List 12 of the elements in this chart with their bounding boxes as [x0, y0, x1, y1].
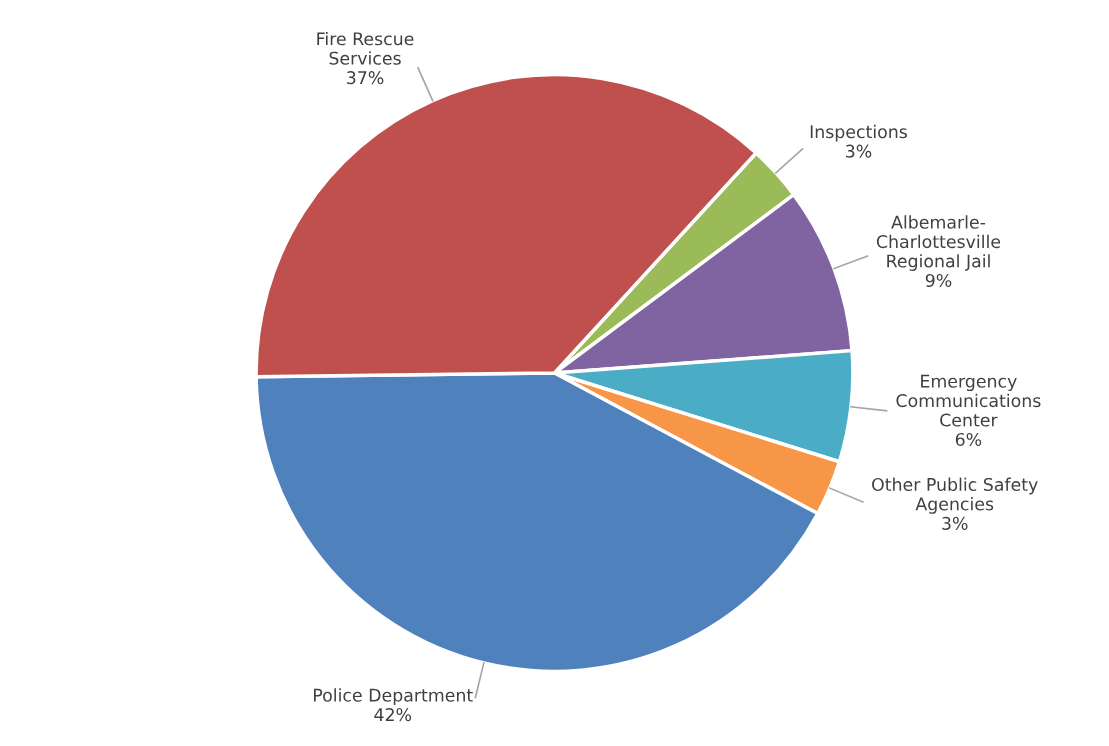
- data-label: 6%: [955, 432, 982, 447]
- slice-label: Police Department: [314, 688, 473, 706]
- slice-label: Albemarle- Charlottesville Regional Jail: [876, 215, 1001, 271]
- data-label: 3%: [846, 144, 872, 158]
- data-label: 37%: [347, 71, 384, 85]
- slice-label: Inspections: [810, 124, 907, 142]
- slice-label: Other Public Safety Agencies: [872, 477, 1038, 514]
- data-label: 42%: [374, 708, 412, 722]
- slice-label: Emergency Communications Center: [896, 374, 1041, 427]
- data-label: 9%: [925, 273, 952, 288]
- slice-label: Fire Rescue Services: [317, 31, 414, 65]
- data-label: 3%: [942, 516, 968, 530]
